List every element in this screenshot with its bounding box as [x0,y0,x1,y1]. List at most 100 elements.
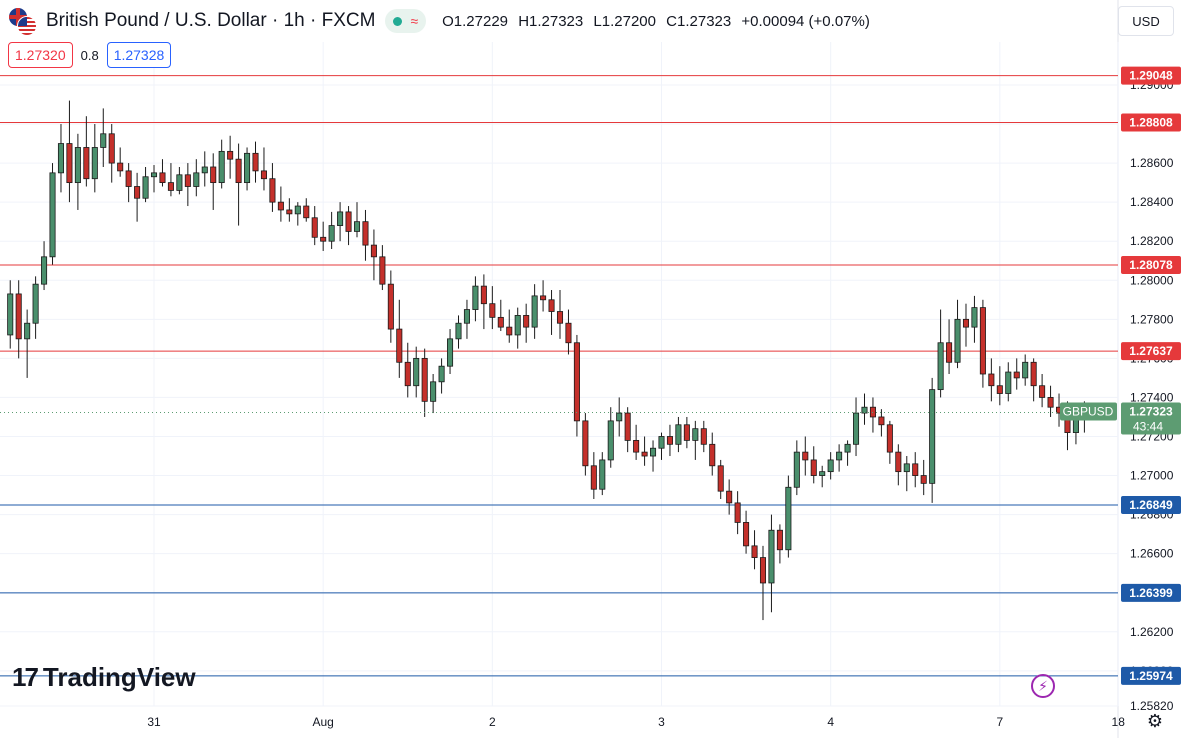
candle-body [463,309,470,324]
candle-body [1013,371,1020,379]
candle-body [100,133,107,148]
candle-body [556,311,564,324]
y-tick-label: 1.27000 [1130,469,1174,483]
candle-body [700,428,707,445]
candle-body [624,412,631,441]
candle-body [277,201,284,211]
level-label: 1.28808 [1129,115,1173,129]
candle-body [903,463,910,473]
candle-body [768,529,775,584]
candle-body [49,172,56,258]
candle-body [920,475,927,484]
candle-body [438,365,445,383]
candle-body [269,178,276,203]
candle-body [362,221,369,246]
last-price-label: 1.27323 [1129,404,1173,418]
x-tick-label: 2 [489,715,496,729]
candle-body [886,424,893,453]
candle-body [878,416,885,426]
candle-body [573,342,580,422]
candle-body [235,158,242,184]
candle-body [430,381,437,402]
candle-body [455,322,462,340]
candle-body [320,236,327,242]
candle-body [1039,385,1046,398]
candle-body [633,439,640,453]
candle-body [599,459,606,490]
candle-body [472,285,479,310]
symbol-title[interactable]: British Pound / U.S. Dollar · 1h · FXCM [46,10,376,31]
candle-body [41,256,48,285]
candle-body [590,465,597,490]
candle-body [294,205,301,215]
candle-body [32,283,39,324]
ohlc-values: O1.27229 H1.27323 L1.27200 C1.27323 +0.0… [442,13,876,30]
ask-price-button[interactable]: 1.27328 [106,42,172,68]
candle-body [480,285,487,305]
y-tick-label: 1.25820 [1130,699,1174,713]
candle-body [641,451,648,457]
candle-body [218,150,225,184]
candle-body [387,283,394,330]
candle-body [776,529,783,551]
candle-body [683,424,690,441]
candle-body [74,147,81,184]
level-label-bg [1121,496,1181,515]
candle-body [489,303,496,318]
level-label: 1.28078 [1129,258,1173,272]
candle-body [514,315,521,336]
candle-body [125,170,132,187]
market-status-icon[interactable]: ≈ [385,9,427,33]
candle-body [1005,371,1012,394]
candle-body [201,166,208,174]
candle-body [370,244,377,258]
candle-body [134,186,141,199]
candle-body [1030,361,1037,387]
candle-body [734,502,741,523]
candle-body [607,420,614,461]
candle-body [345,211,352,232]
candle-body [650,447,657,457]
gear-icon[interactable]: ⚙ [1146,710,1164,731]
level-label: 1.27637 [1129,344,1173,358]
symbol-label: GBPUSD [1063,404,1114,418]
candle-body [666,436,673,445]
y-tick-label: 1.27400 [1130,390,1174,404]
candle-body [7,293,14,336]
x-tick-label: 31 [147,715,161,729]
currency-selector[interactable]: USD [1118,6,1174,36]
candle-body [853,412,860,445]
candle-body [421,357,428,402]
y-tick-label: 1.26200 [1130,625,1174,639]
candle-body [413,357,420,387]
candle-body [83,147,90,180]
countdown-label: 43:44 [1133,419,1163,433]
candle-body [540,295,547,301]
candle-body [523,315,530,328]
tradingview-logo-text: TradingView [42,662,196,692]
bid-price-button[interactable]: 1.27320 [8,42,73,68]
candle-body [1022,361,1029,379]
y-tick-label: 1.28000 [1130,273,1174,287]
candle-body [658,436,665,449]
chart-header: British Pound / U.S. Dollar · 1h · FXCM … [0,0,1118,42]
tradingview-logo[interactable]: 17 TradingView [12,662,196,693]
x-tick-label: 3 [658,715,665,729]
candle-body [929,389,936,484]
level-label-bg [1121,583,1181,602]
candle-body [709,443,716,467]
bolt-icon[interactable]: ⚡ [1031,674,1055,698]
candle-body [252,152,259,172]
candle-body [861,406,868,414]
last-price-label-bg [1121,402,1181,435]
candle-body [988,373,995,387]
candle-body [1072,418,1079,433]
candle-body [954,318,961,363]
level-label-bg [1121,666,1181,685]
candle-body [844,443,851,453]
candle-body [937,342,944,391]
candle-body [108,133,115,164]
level-label-bg [1121,256,1181,275]
candle-body [726,490,733,504]
